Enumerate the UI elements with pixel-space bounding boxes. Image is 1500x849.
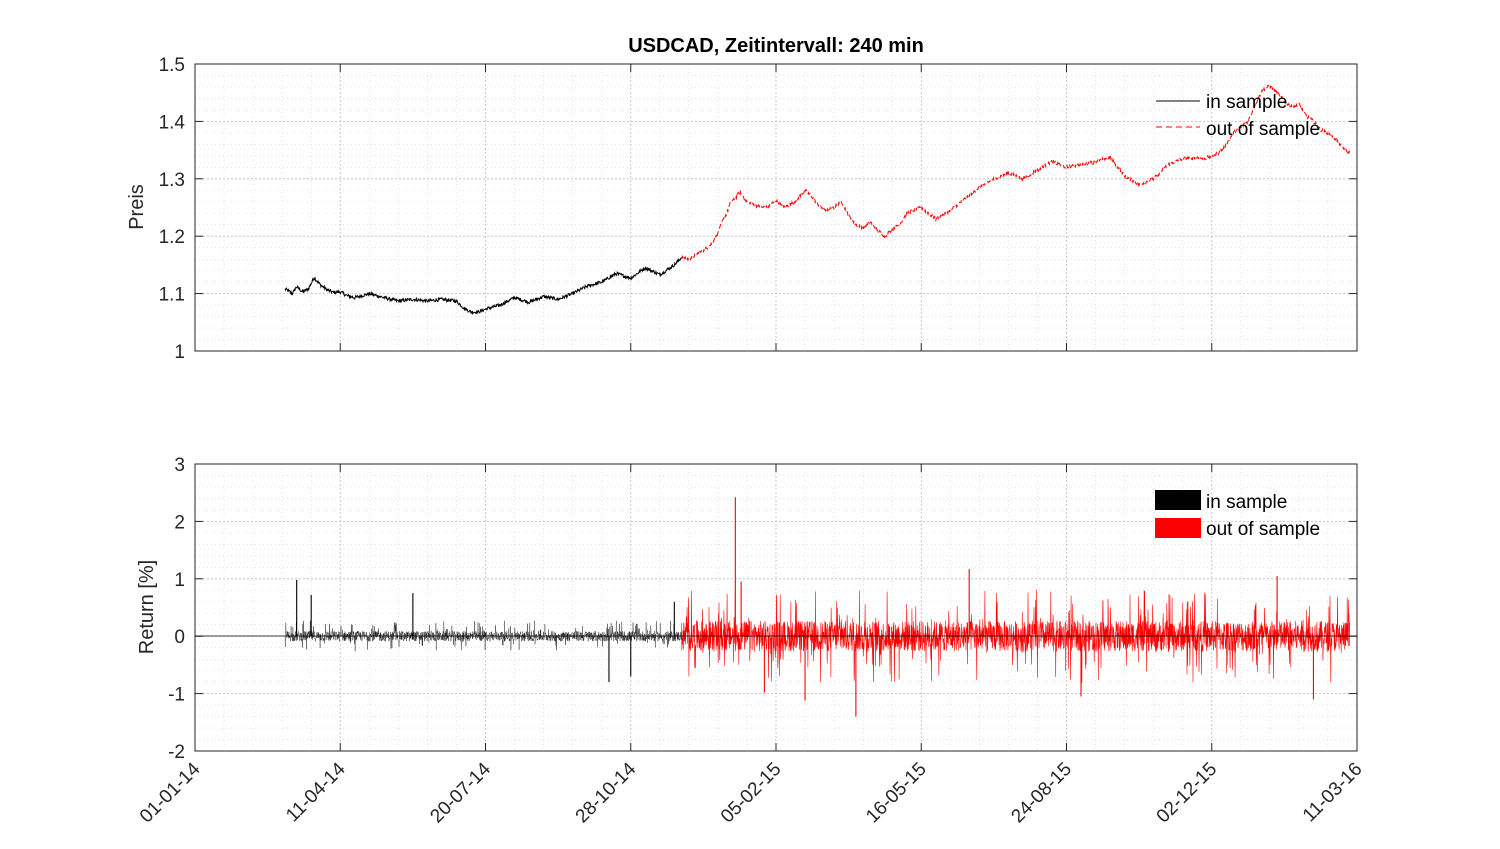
return-line-out-of-sample [681, 589, 1350, 683]
return-ylabel: Return [%] [136, 560, 158, 654]
x-tick-label: 11-04-14 [282, 758, 350, 826]
x-tick-label: 28-10-14 [572, 758, 641, 827]
return-legend-out-of-sample-label: out of sample [1206, 519, 1320, 540]
return-ytick-label: 3 [174, 455, 185, 476]
return-ticks: -2 -1 0 1 2 3 [168, 455, 1358, 763]
price-axes: 1 1.1 1.2 1.3 1.4 1.5 Preis in sample out of … [126, 55, 1358, 363]
price-ytick-label: 1.3 [159, 170, 185, 191]
price-legend-out-of-sample-label: out of sample [1206, 119, 1320, 140]
return-series [284, 497, 1350, 717]
price-legend: in sample out of sample [1156, 92, 1320, 140]
x-tick-label: 20-07-14 [426, 758, 495, 827]
return-axes: -2 -1 0 1 2 3 Return [%] in sample out of sam… [136, 455, 1358, 763]
price-axes-box [194, 63, 1358, 352]
return-ytick-label: 0 [174, 627, 185, 648]
price-series [284, 84, 1351, 315]
x-tick-label: 11-03-16 [1299, 759, 1367, 827]
price-grid [194, 63, 1358, 352]
x-tick-label: 02-12-15 [1153, 759, 1222, 828]
return-ytick-label: 2 [174, 512, 185, 533]
x-tick-labels: 01-01-14 11-04-14 20-07-14 28-10-14 05-02-15… [136, 758, 1367, 827]
x-tick-label: 16-05-15 [862, 759, 931, 828]
return-legend-out-of-sample-swatch [1155, 518, 1201, 538]
price-ytick-label: 1 [174, 342, 185, 363]
chart-title: USDCAD, Zeitintervall: 240 min [628, 35, 924, 57]
price-ytick-label: 1.2 [159, 227, 185, 248]
return-ytick-label: -2 [168, 742, 185, 763]
return-ytick-label: -1 [168, 685, 185, 706]
price-ylabel: Preis [126, 184, 148, 230]
price-legend-in-sample-label: in sample [1206, 92, 1287, 113]
price-ytick-label: 1.1 [159, 285, 185, 306]
x-tick-label: 24-08-15 [1007, 759, 1076, 828]
x-tick-label: 05-02-15 [717, 759, 786, 828]
price-line-out-of-sample [681, 84, 1351, 262]
price-ytick-label: 1.4 [159, 112, 186, 133]
return-legend: in sample out of sample [1155, 490, 1320, 540]
return-line-in-sample [284, 620, 682, 652]
price-ytick-label: 1.5 [159, 55, 185, 76]
x-tick-label: 01-01-14 [136, 758, 205, 827]
return-legend-in-sample-swatch [1155, 490, 1201, 510]
price-line-in-sample [284, 257, 682, 315]
return-legend-in-sample-label: in sample [1206, 492, 1287, 513]
return-ytick-label: 1 [174, 570, 185, 591]
price-ticks: 1 1.1 1.2 1.3 1.4 1.5 [159, 55, 1358, 363]
